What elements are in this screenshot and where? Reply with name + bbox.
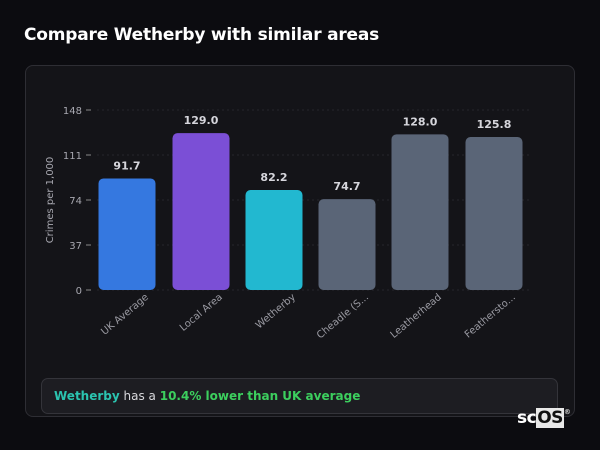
scos-logo: scOS® (517, 408, 571, 428)
bar-4 (391, 134, 449, 290)
x-tick-label: Leatherhead (389, 292, 444, 341)
bar-0 (98, 178, 156, 290)
y-tick-label: 37 (69, 241, 82, 252)
x-tick-label: Local Area (178, 292, 225, 334)
bar-1 (172, 133, 230, 290)
insight-comparison: 10.4% lower than UK average (159, 389, 361, 403)
data-label: 82.2 (260, 171, 287, 184)
insight-text: has a (119, 389, 160, 403)
data-label: 74.7 (333, 180, 360, 193)
bar-2 (245, 190, 303, 290)
y-axis-label: Crimes per 1,000 (45, 157, 56, 244)
y-tick-label: 0 (76, 286, 82, 297)
data-label: 128.0 (403, 115, 438, 128)
x-tick-label: Feathersto... (463, 292, 518, 341)
insight-box: Wetherby has a 10.4% lower than UK avera… (41, 378, 558, 414)
page-title: Compare Wetherby with similar areas (24, 25, 380, 45)
insight-area: Wetherby (54, 389, 120, 403)
data-label: 129.0 (184, 114, 219, 127)
x-tick-label: Cheadle (S... (315, 292, 371, 341)
y-tick-label: 74 (69, 196, 82, 207)
y-tick-label: 111 (63, 151, 82, 162)
x-tick-label: Wetherby (254, 292, 298, 331)
x-tick-label: UK Average (99, 292, 151, 338)
bar-5 (465, 137, 523, 290)
data-label: 125.8 (477, 118, 512, 131)
bar-3 (318, 199, 376, 290)
y-tick-label: 148 (63, 106, 82, 117)
data-label: 91.7 (113, 159, 140, 172)
